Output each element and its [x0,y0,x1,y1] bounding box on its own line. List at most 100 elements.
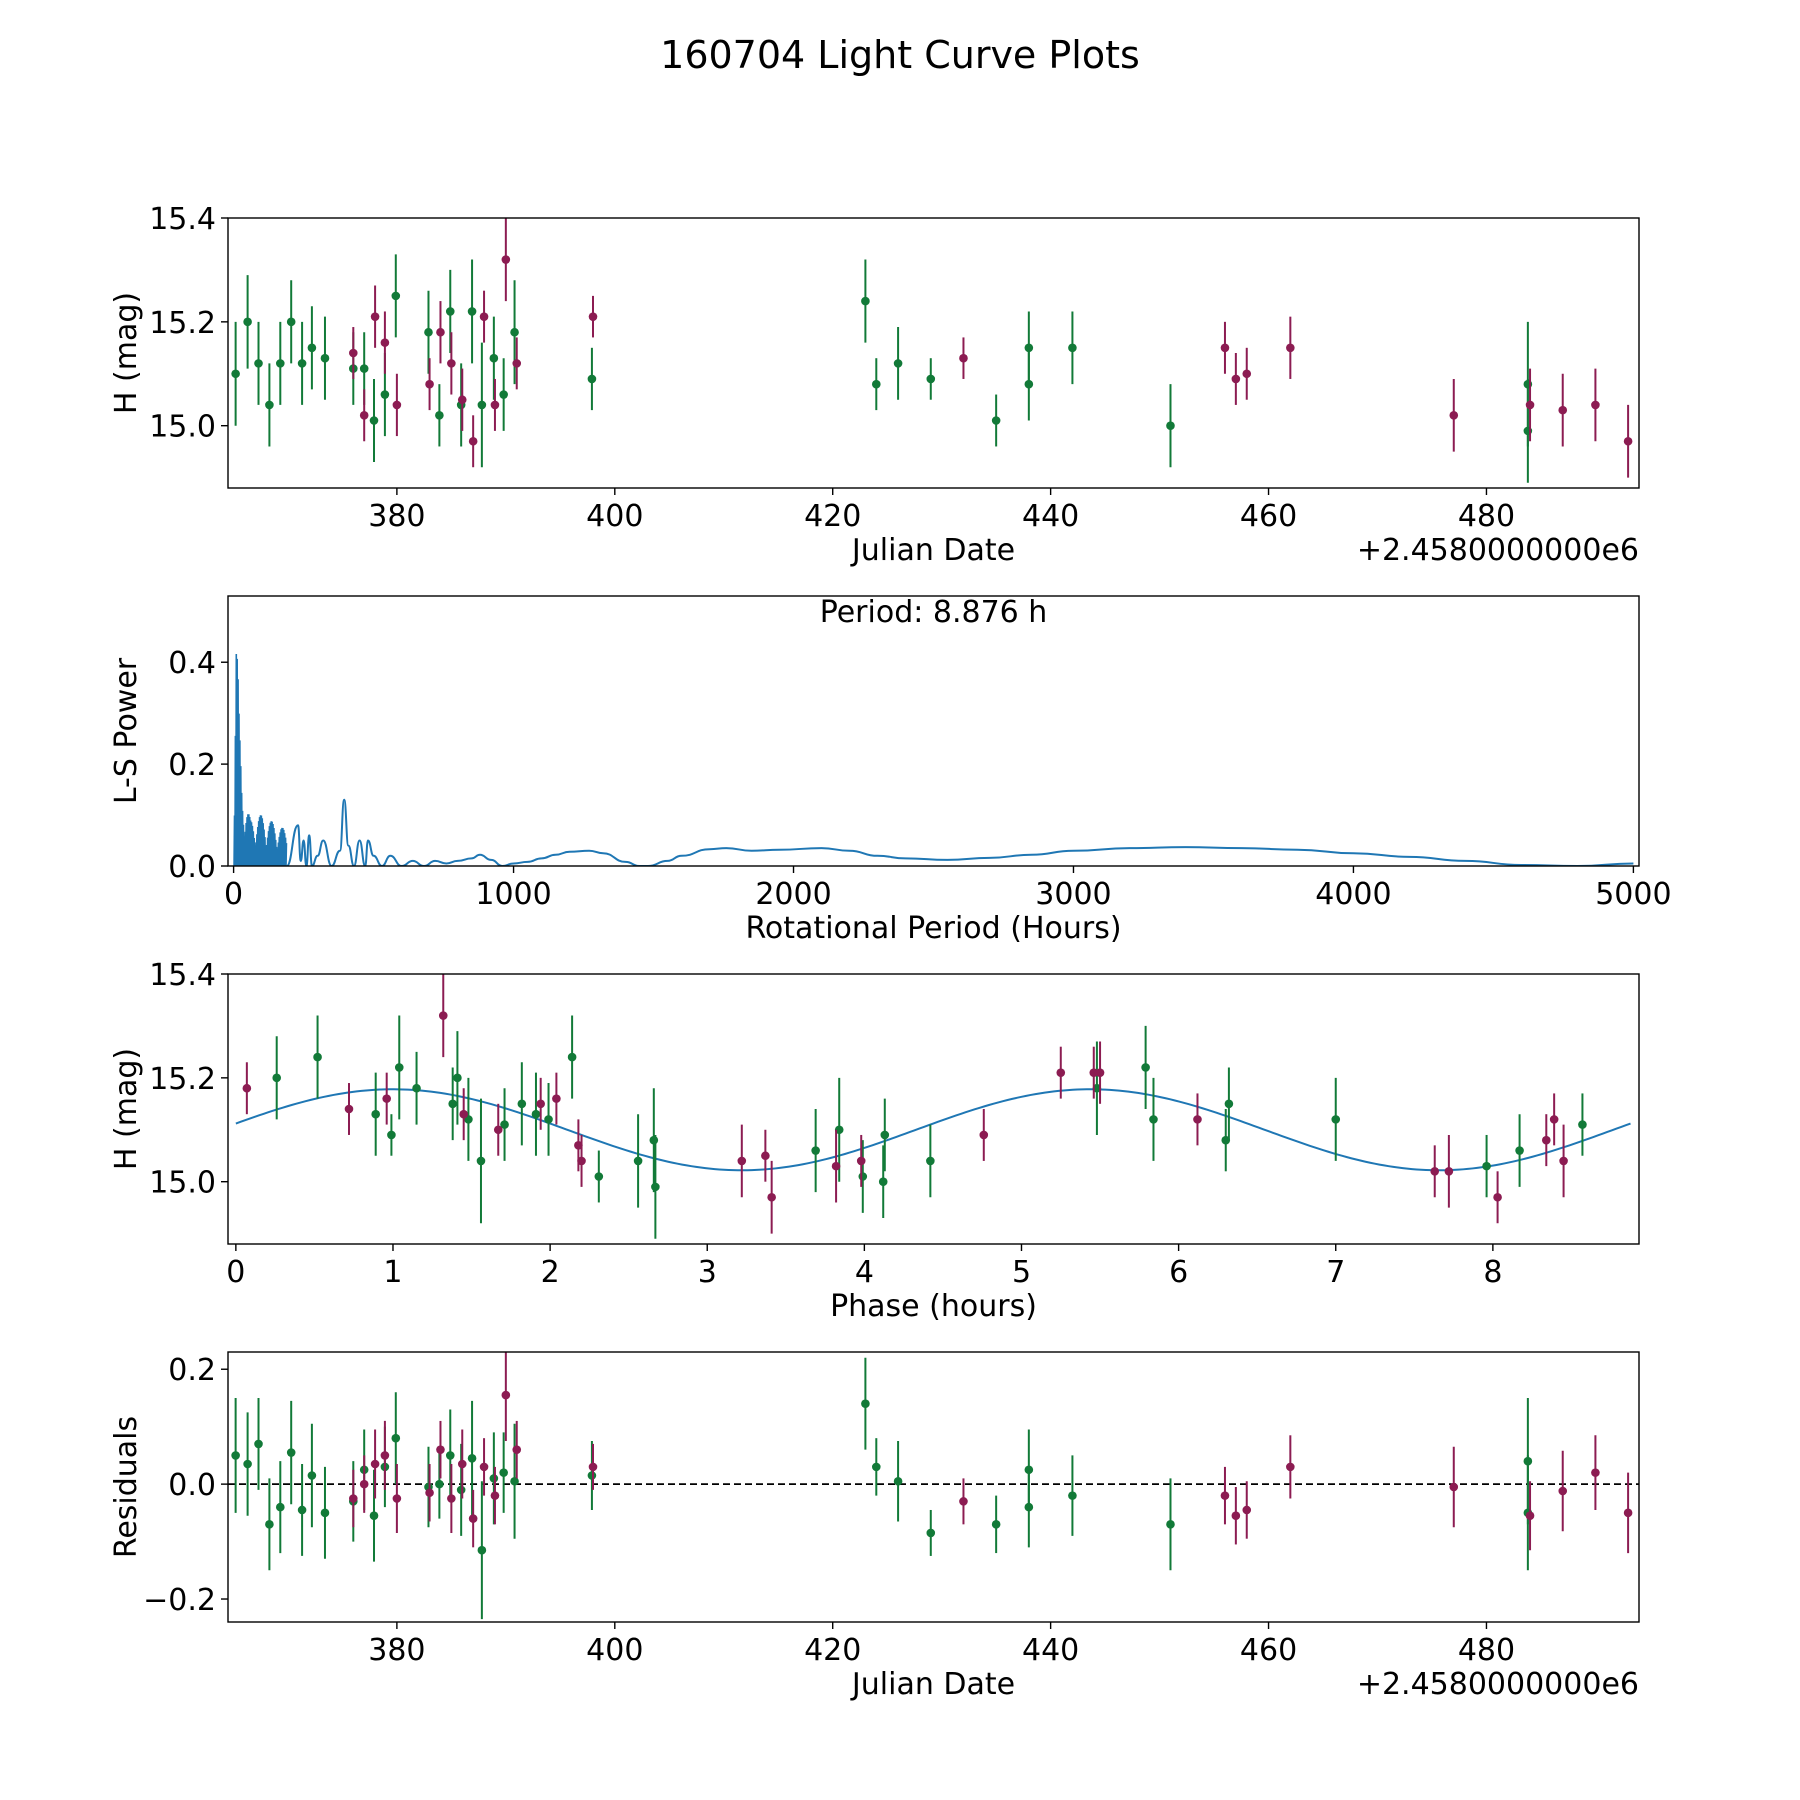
data-point [231,369,240,379]
data-point [453,1073,462,1083]
data-point [391,1433,401,1443]
y-tick-label: −0.2 [143,1583,216,1618]
data-point [1242,1505,1252,1515]
data-point [1493,1192,1502,1202]
data-point [871,1462,881,1472]
data-point [370,312,380,321]
data-point [286,317,296,327]
data-point [544,1115,553,1124]
data-point [1231,374,1241,384]
data-point [991,416,1001,425]
data-point [369,1511,379,1521]
x-tick-label: 2000 [755,877,831,912]
data-point [1068,343,1077,353]
data-point [479,312,489,321]
x-tick-label: 480 [1458,499,1515,534]
data-point [436,327,445,337]
data-point [387,1130,396,1140]
data-point [297,1505,307,1515]
y-tick-label: 15.4 [149,202,216,237]
data-point [856,1156,866,1166]
x-tick-label: 460 [1240,1633,1297,1668]
data-point [880,1130,890,1140]
data-point [457,395,467,405]
data-point [1056,1068,1066,1077]
data-point [588,312,598,321]
data-point [382,1094,391,1103]
data-point [1220,343,1230,353]
data-point [499,390,508,399]
data-point [1591,400,1600,410]
data-point [567,1052,577,1062]
x-tick-label: 0 [224,877,243,912]
data-point [499,1468,508,1477]
data-point [501,255,511,264]
data-point [552,1094,561,1103]
data-point [493,1125,503,1135]
data-point [394,1063,404,1072]
data-point [468,1514,478,1523]
data-point [412,1083,421,1093]
data-point [477,400,487,410]
data-point [435,1479,444,1489]
data-point [1024,379,1034,389]
data-point [391,291,401,301]
data-point [588,1462,598,1472]
x-tick-label: 420 [804,499,861,534]
data-point [651,1182,660,1192]
x-tick-label: 0 [226,1255,245,1290]
plot-area [235,974,1631,1239]
data-point [231,1451,240,1460]
data-point [1068,1491,1077,1500]
panel-lightcurve: 380 400 420 440 460 480 15.0 15.2 15.4 Julian Dat… [109,202,1640,568]
x-offset-label: +2.4580000000e6 [1357,533,1639,568]
plot-area [233,653,1634,866]
data-point [490,400,500,410]
data-point [1515,1146,1524,1155]
data-point [926,1528,936,1538]
x-tick-label: 6 [1169,1255,1188,1290]
data-point [1220,1491,1230,1500]
x-tick-label: 4 [855,1255,874,1290]
data-point [517,1099,527,1109]
y-tick-label: 0.2 [168,1353,216,1388]
data-point [893,359,903,368]
data-point [307,343,317,353]
data-point [633,1156,643,1166]
data-point [1449,411,1459,420]
data-point [344,1104,354,1114]
data-point [861,1399,870,1409]
panel-phase: 0 1 2 3 4 5 6 7 8 15.0 15.2 15.4 Phase (hours) H (mag… [109,958,1640,1324]
data-point [878,1177,888,1186]
data-point [531,1109,541,1119]
data-point [477,1545,487,1555]
data-point [1149,1115,1158,1124]
data-point [1286,1462,1295,1472]
data-point [467,307,477,316]
x-tick-label: 400 [586,499,643,534]
x-tick-label: 380 [368,1633,425,1668]
data-point [587,1471,597,1480]
data-point [448,1099,457,1109]
data-point [858,1172,868,1181]
data-point [380,390,390,399]
data-point [424,327,433,337]
series-green [231,254,1533,483]
data-point [370,1459,380,1469]
x-tick-label: 5000 [1595,877,1671,912]
data-point [1549,1115,1559,1124]
data-point [468,436,478,446]
data-point [893,1476,903,1486]
data-point [489,353,499,363]
power-spectrum-dense [233,653,288,866]
y-axis-label: Residuals [109,1416,144,1558]
data-point [1095,1068,1105,1077]
data-point [359,411,369,420]
data-point [811,1146,820,1155]
data-point [435,411,444,420]
data-point [1089,1068,1099,1077]
data-point [479,1462,489,1472]
data-point [349,1494,358,1503]
data-point [275,1502,285,1512]
data-point [1231,1511,1241,1521]
